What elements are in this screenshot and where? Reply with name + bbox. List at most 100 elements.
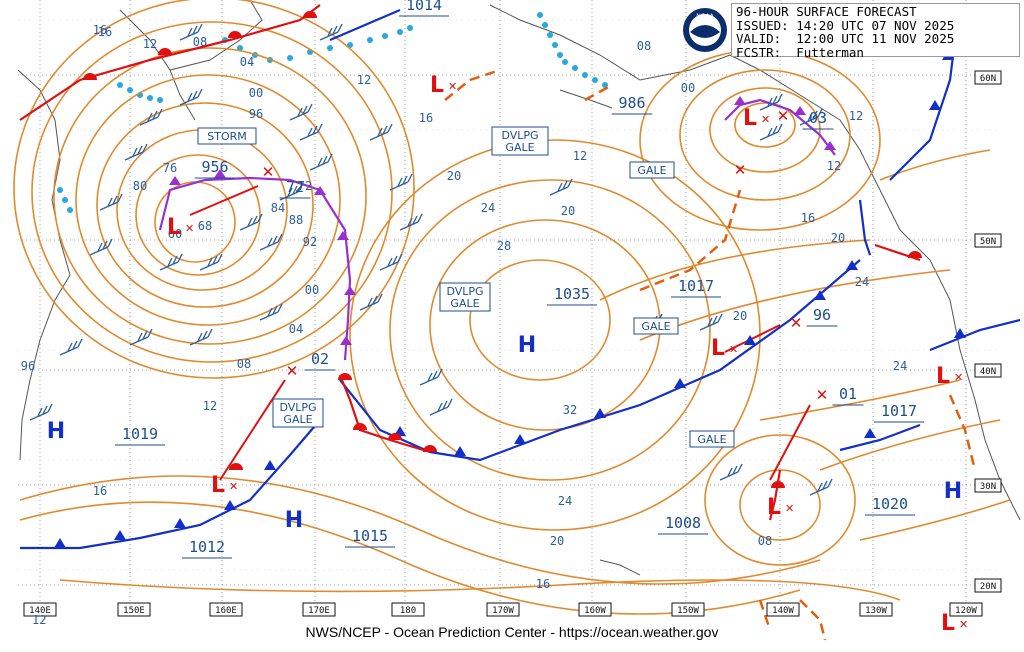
valid-label: VALID: [736,31,782,46]
svg-text:DVLPG: DVLPG [446,285,483,298]
svg-text:170W: 170W [492,606,514,616]
svg-text:GALE: GALE [697,433,726,446]
svg-text:150E: 150E [123,606,145,616]
low-x-icon: ✕ [729,343,738,356]
high-center-value: 1035 [547,285,597,306]
front-symbols [54,11,966,548]
isobar-label: 16 [801,211,815,225]
low-center-icon: L [430,73,444,98]
high-center-value: 1019 [115,425,165,446]
isobar-label: 92 [303,235,317,249]
isobar-label: 12 [357,73,371,87]
svg-text:130W: 130W [865,606,887,616]
forecast-position-icon: ✕ [262,163,275,181]
svg-text:GALE: GALE [283,413,312,426]
forecast-position-icon: ✕ [734,161,747,179]
svg-text:160W: 160W [584,606,606,616]
isobar-label: 08 [758,534,772,548]
high-center-value: 1017 [874,402,924,423]
low-center-icon: L [936,364,950,389]
longitude-label: 140E [23,602,57,617]
isobar-label: 68 [198,219,212,233]
svg-text:1014: 1014 [406,0,442,14]
longitude-label: 160E [209,602,243,617]
isobar-label: 12 [143,37,157,51]
high-center-icon: H [944,479,962,504]
svg-text:1015: 1015 [352,527,388,545]
issued-value: 14:20 UTC 07 NOV 2025 [796,17,955,33]
isobar-label: 88 [289,213,303,227]
low-center-icon: L [211,473,225,498]
svg-text:150W: 150W [677,606,699,616]
latitude-label: 40N [974,363,1002,378]
svg-text:NOAA: NOAA [696,13,714,20]
isobar-label: 12 [203,399,217,413]
longitude-label: 170W [486,602,520,617]
low-center-icon: L [767,495,781,520]
svg-text:1035: 1035 [554,285,590,303]
isobar-label: 24 [481,201,495,215]
longitude-label: 150W [671,602,705,617]
svg-text:40N: 40N [980,367,996,377]
isobar-label: 20 [831,231,845,245]
svg-text:02: 02 [311,350,329,368]
high-center-value: 1012 [182,538,232,559]
svg-text:96: 96 [813,306,831,324]
isobar-label: 08 [193,35,207,49]
forecast-position-icon: ✕ [790,314,803,332]
isobar-label: 00 [681,81,695,95]
high-center-icon: H [518,333,536,358]
forecast-info-box: 96-HOUR SURFACE FORECAST ISSUED: 14:20 U… [731,3,1020,60]
svg-text:140E: 140E [29,606,51,616]
low-center-value: 986 [611,94,653,115]
warning-box: GALE [633,317,679,335]
latitude-label: 30N [974,478,1002,493]
svg-text:120W: 120W [955,606,977,616]
isobar-label: 72 [298,179,312,193]
high-center-value: 1017 [671,277,721,298]
isobar-label: 08 [237,357,251,371]
isobar-label: 76 [163,161,177,175]
svg-text:140W: 140W [772,606,794,616]
svg-text:GALE: GALE [450,297,479,310]
low-x-icon: ✕ [185,222,194,235]
longitude-label: 170E [302,602,336,617]
latitude-label: 20N [974,578,1002,593]
isobar-label: 32 [563,403,577,417]
svg-text:1008: 1008 [665,514,701,532]
svg-text:1020: 1020 [872,495,908,513]
isobar-label: 16 [419,111,433,125]
issued-label: ISSUED: [736,17,789,33]
svg-text:03: 03 [809,109,827,127]
svg-text:986: 986 [618,94,645,112]
isobars [13,0,1011,615]
wind-barb-icon [29,23,833,496]
longitude-label: 160W [578,602,612,617]
high-center-value: 1015 [345,527,395,548]
warning-box: GALE [629,161,675,179]
pressure-centers: 956 72 02 986 03 96 01 1008 1014 1035 1017 1019 1012… [115,0,924,559]
warning-box: STORM [197,127,257,145]
low-center-value: 72 [279,178,311,199]
isobar-label: 12 [849,109,863,123]
coastline [17,0,1021,576]
high-center-icon: H [285,508,303,533]
svg-text:72: 72 [286,178,304,196]
low-center-value: 1014 [399,0,449,17]
isobar-label: 16 [93,23,107,37]
isobar-label: 08 [637,39,651,53]
forecaster-value: Futterman [796,44,864,60]
isobar-label: 20 [447,169,461,183]
svg-text:GALE: GALE [641,320,670,333]
isobar-label: 24 [855,275,869,289]
isobar-label: 04 [240,55,254,69]
svg-text:50N: 50N [980,237,996,247]
isobar-label: 28 [497,239,511,253]
longitude-label: 180 [391,602,425,617]
svg-text:160E: 160E [215,606,237,616]
low-x-icon: ✕ [448,80,457,93]
longitude-labels: 140E 150E 160E 170E 180 170W 160W 150W 140W 130W 1… [23,602,983,617]
forecast-position-icon: ✕ [816,386,829,404]
